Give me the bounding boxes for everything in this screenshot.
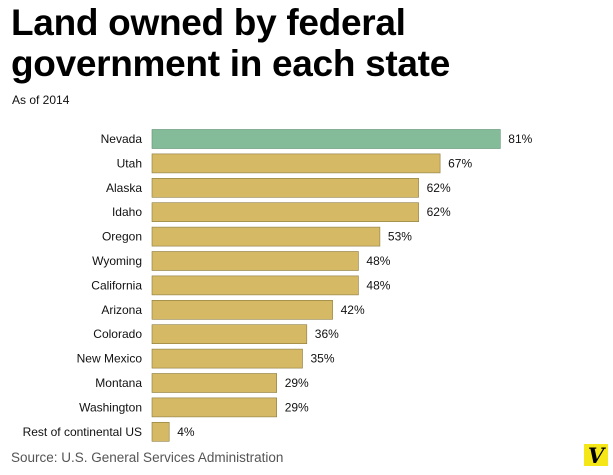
category-label: Nevada [101,132,143,146]
category-label: Oregon [102,230,142,244]
bar [151,251,359,271]
bar [151,129,501,149]
category-label: Rest of continental US [23,425,142,439]
category-label: Montana [95,376,142,390]
category-label: Utah [117,156,142,170]
bar [151,202,419,222]
category-label: California [91,278,142,292]
bar [151,153,441,174]
value-label: 4% [177,425,195,439]
category-label: Arizona [101,303,142,317]
category-label: Alaska [106,181,142,195]
value-label: 36% [315,327,339,341]
category-label: Wyoming [92,254,142,268]
bar [151,373,277,393]
bar [151,299,333,320]
bar [151,348,303,369]
bar [151,275,359,296]
bar [151,421,170,442]
chart-title: Land owned by federal government in each… [11,2,571,84]
value-label: 67% [448,156,472,170]
category-label: Idaho [112,205,142,219]
value-label: 35% [311,352,335,366]
bar [151,226,381,247]
value-label: 62% [427,181,451,195]
value-label: 29% [285,400,309,414]
value-label: 42% [341,303,365,317]
value-label: 62% [427,205,451,219]
value-label: 81% [508,132,532,146]
category-label: Colorado [93,327,142,341]
vox-logo: V [584,444,608,466]
vox-logo-letter: V [588,444,607,466]
bar [151,324,308,345]
value-label: 48% [366,278,390,292]
chart-subtitle: As of 2014 [12,93,70,107]
chart-title-line-1: Land owned by federal [11,2,406,43]
category-label: New Mexico [77,352,143,366]
value-label: 48% [366,254,390,268]
value-label: 53% [388,230,412,244]
category-label: Washington [79,400,142,414]
bar [151,397,277,418]
source-note: Source: U.S. General Services Administra… [11,450,284,465]
value-label: 29% [285,376,309,390]
chart-title-line-2: government in each state [11,43,450,84]
bar [151,178,419,198]
